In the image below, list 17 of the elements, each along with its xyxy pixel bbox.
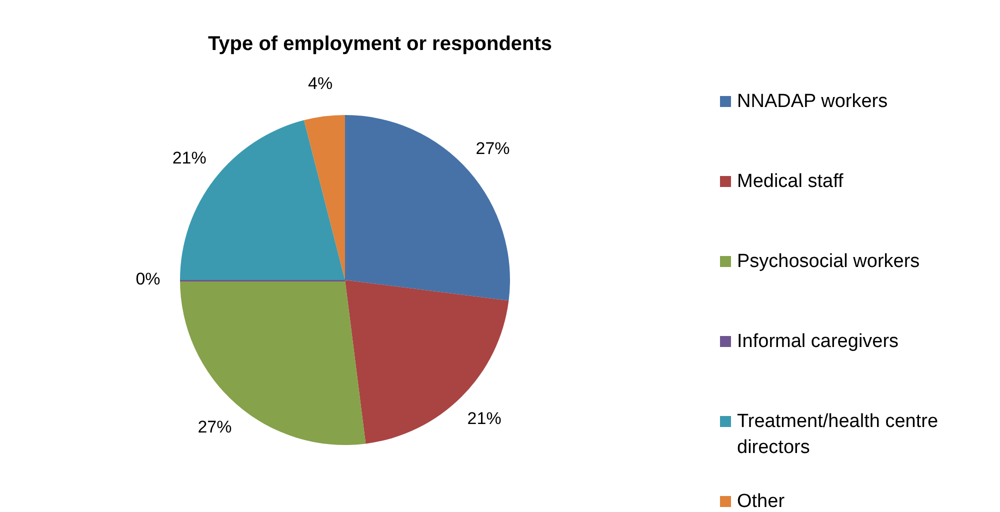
pie-slice — [345, 280, 509, 444]
data-label: 27% — [476, 139, 510, 158]
legend-label: Informal caregivers — [737, 331, 899, 352]
legend-label: Treatment/health centre directors — [737, 411, 938, 458]
legend-label: NNADAP workers — [737, 91, 888, 112]
pie-slice — [180, 280, 366, 445]
legend-label: Psychosocial workers — [737, 251, 920, 272]
data-label: 27% — [198, 417, 232, 436]
data-label: 4% — [308, 74, 333, 94]
legend-label: Other — [737, 491, 786, 512]
pie-slice — [345, 115, 510, 301]
chart-title: Type of employment or respondents — [208, 33, 552, 55]
data-label: 21% — [467, 408, 502, 428]
pie-slice — [304, 115, 345, 280]
text: 0% — [136, 269, 160, 288]
data-label: 21% — [172, 148, 206, 168]
legend-label: Medical staff — [737, 171, 844, 192]
